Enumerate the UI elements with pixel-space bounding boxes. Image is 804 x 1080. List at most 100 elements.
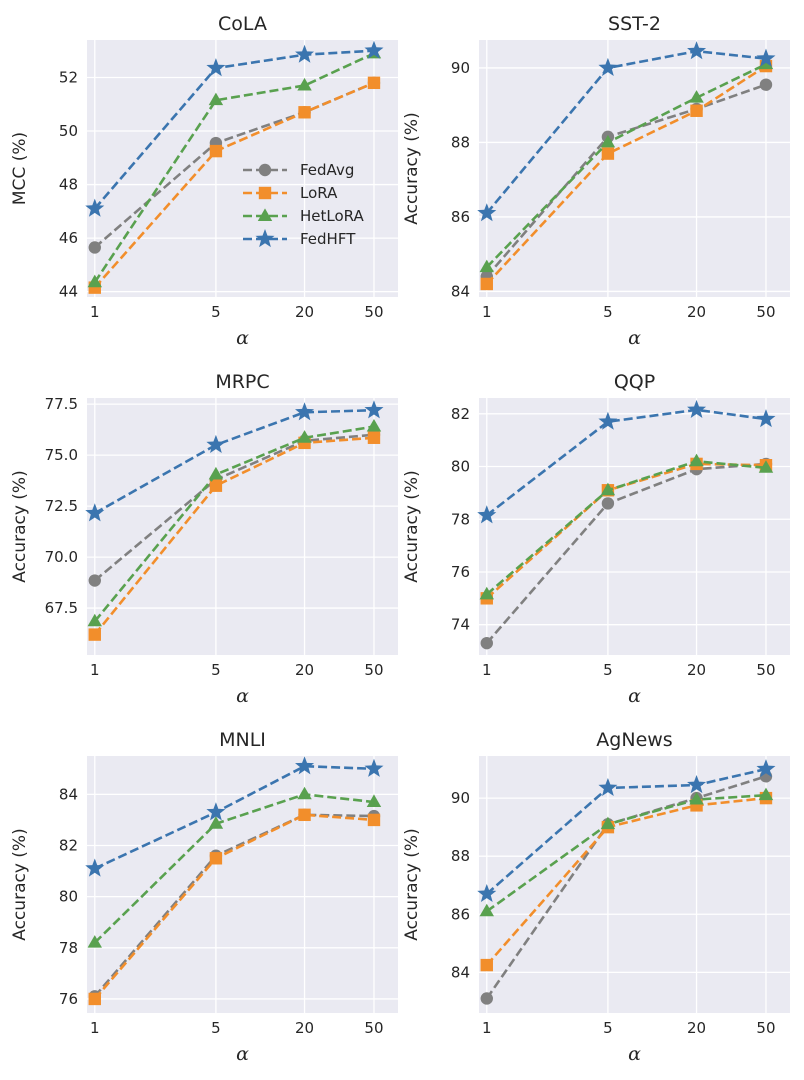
legend-marker-hetlora	[257, 208, 273, 221]
y-tick-label: 88	[451, 847, 470, 865]
chart-title: MNLI	[219, 729, 266, 751]
x-tick-label: 20	[295, 303, 314, 321]
data-point-fedhft	[598, 57, 618, 77]
y-tick-label: 50	[59, 122, 78, 140]
data-point-hetlora	[87, 274, 102, 288]
data-point-fedhft	[295, 44, 315, 63]
series-line-hetlora	[486, 793, 767, 913]
series-line-fedhft	[93, 49, 375, 210]
series-line-fedhft	[485, 767, 767, 895]
data-point-fedhft	[85, 858, 105, 877]
x-axis-label: α	[236, 327, 249, 349]
x-tick-label: 5	[603, 661, 613, 679]
data-point-hetlora	[297, 786, 312, 800]
plot-area	[87, 40, 398, 297]
y-tick-label: 52	[59, 68, 78, 86]
data-point-hetlora	[366, 418, 382, 432]
y-tick-label: 44	[59, 283, 78, 301]
series-line-lora	[485, 796, 767, 966]
data-point-hetlora	[758, 787, 774, 801]
series-line-fedhft	[94, 764, 375, 870]
x-tick-label: 1	[482, 661, 492, 679]
series-line-lora	[93, 81, 375, 289]
data-point-fedavg	[88, 241, 101, 254]
data-point-fedhft	[295, 402, 315, 421]
data-point-lora	[367, 76, 381, 90]
x-axis-label: α	[236, 685, 249, 707]
series-line-fedavg	[485, 775, 767, 1000]
series-line-fedhft	[485, 408, 767, 517]
y-axis-label: MCC (%)	[10, 132, 30, 205]
data-point-fedavg	[759, 78, 773, 91]
data-point-hetlora	[600, 816, 616, 830]
data-point-lora	[88, 992, 101, 1006]
chart-title: QQP	[614, 371, 655, 393]
data-point-lora	[367, 813, 381, 827]
data-point-fedhft	[687, 775, 707, 794]
data-point-fedhft	[295, 756, 315, 775]
series-line-hetlora	[93, 793, 375, 944]
panel-mrpc: 1 5 20 50 67.5 70.0 72.5 75.0 77.5 MRPC α Accuracy …	[10, 371, 398, 707]
data-point-fedhft	[364, 758, 384, 777]
data-point-hetlora	[479, 903, 494, 917]
data-point-hetlora	[479, 586, 494, 600]
legend-label-fedhft: FedHFT	[300, 230, 356, 248]
series-fedhft	[85, 400, 384, 522]
data-point-fedhft	[598, 777, 618, 797]
data-point-fedavg	[88, 574, 101, 587]
data-point-fedhft	[598, 411, 618, 430]
data-point-lora	[88, 628, 101, 641]
chart-title: CoLA	[218, 13, 267, 35]
panel-cola: 1 5 20 50 44 46 48 50 52 CoLA α MCC (%) FedAvg LoRA He…	[10, 13, 398, 349]
x-tick-label: 5	[603, 1019, 613, 1037]
x-tick-label: 50	[364, 1019, 383, 1037]
data-point-hetlora	[297, 77, 312, 91]
data-point-fedavg	[601, 497, 615, 510]
y-axis-label: Accuracy (%)	[402, 828, 422, 940]
x-tick-label: 20	[295, 1019, 314, 1037]
data-point-lora	[298, 106, 311, 119]
y-tick-label: 77.5	[45, 395, 78, 413]
legend-label-hetlora: HetLoRA	[300, 207, 364, 225]
x-axis-label: α	[628, 327, 641, 349]
series-hetlora	[87, 418, 382, 627]
data-point-lora	[298, 808, 311, 822]
series-fedhft	[477, 759, 776, 903]
data-point-hetlora	[208, 816, 224, 829]
plot-area	[479, 398, 790, 655]
data-point-hetlora	[366, 794, 382, 807]
x-tick-label: 50	[756, 303, 775, 321]
y-tick-label: 76	[451, 563, 470, 581]
y-tick-label: 48	[59, 176, 78, 194]
x-axis-label: α	[236, 1043, 249, 1065]
panel-agnews: 1 5 20 50 84 86 88 90 AgNews α Accuracy (%)	[402, 729, 790, 1065]
data-point-fedhft	[364, 40, 384, 59]
data-point-hetlora	[758, 460, 774, 473]
data-point-hetlora	[689, 791, 704, 805]
y-tick-label: 80	[59, 888, 78, 906]
data-point-lora	[209, 852, 223, 865]
data-point-fedhft	[687, 41, 707, 60]
y-tick-label: 75.0	[45, 446, 78, 464]
data-point-hetlora	[689, 90, 704, 103]
legend-marker-lora	[258, 186, 272, 200]
legend: FedAvg LoRA HetLoRA FedHFT	[243, 161, 364, 248]
y-tick-label: 88	[451, 133, 470, 151]
x-tick-label: 1	[90, 303, 100, 321]
series-line-hetlora	[485, 63, 767, 269]
data-point-fedhft	[206, 802, 226, 821]
y-tick-label: 82	[451, 405, 470, 423]
series-lora	[88, 76, 381, 294]
y-tick-label: 84	[451, 282, 470, 300]
legend-label-fedavg: FedAvg	[300, 161, 354, 179]
chart-title: MRPC	[215, 371, 269, 393]
series-line-lora	[485, 64, 767, 285]
y-tick-label: 70.0	[45, 548, 78, 566]
data-point-fedhft	[364, 400, 384, 419]
y-tick-label: 46	[59, 229, 78, 247]
series-line-fedavg	[485, 462, 767, 644]
x-tick-label: 50	[364, 661, 383, 679]
panel-mnli: 1 5 20 50 76 78 80 82 84 MNLI α Accuracy (%)	[10, 729, 398, 1065]
y-tick-label: 78	[451, 510, 470, 528]
data-point-hetlora	[479, 259, 494, 273]
